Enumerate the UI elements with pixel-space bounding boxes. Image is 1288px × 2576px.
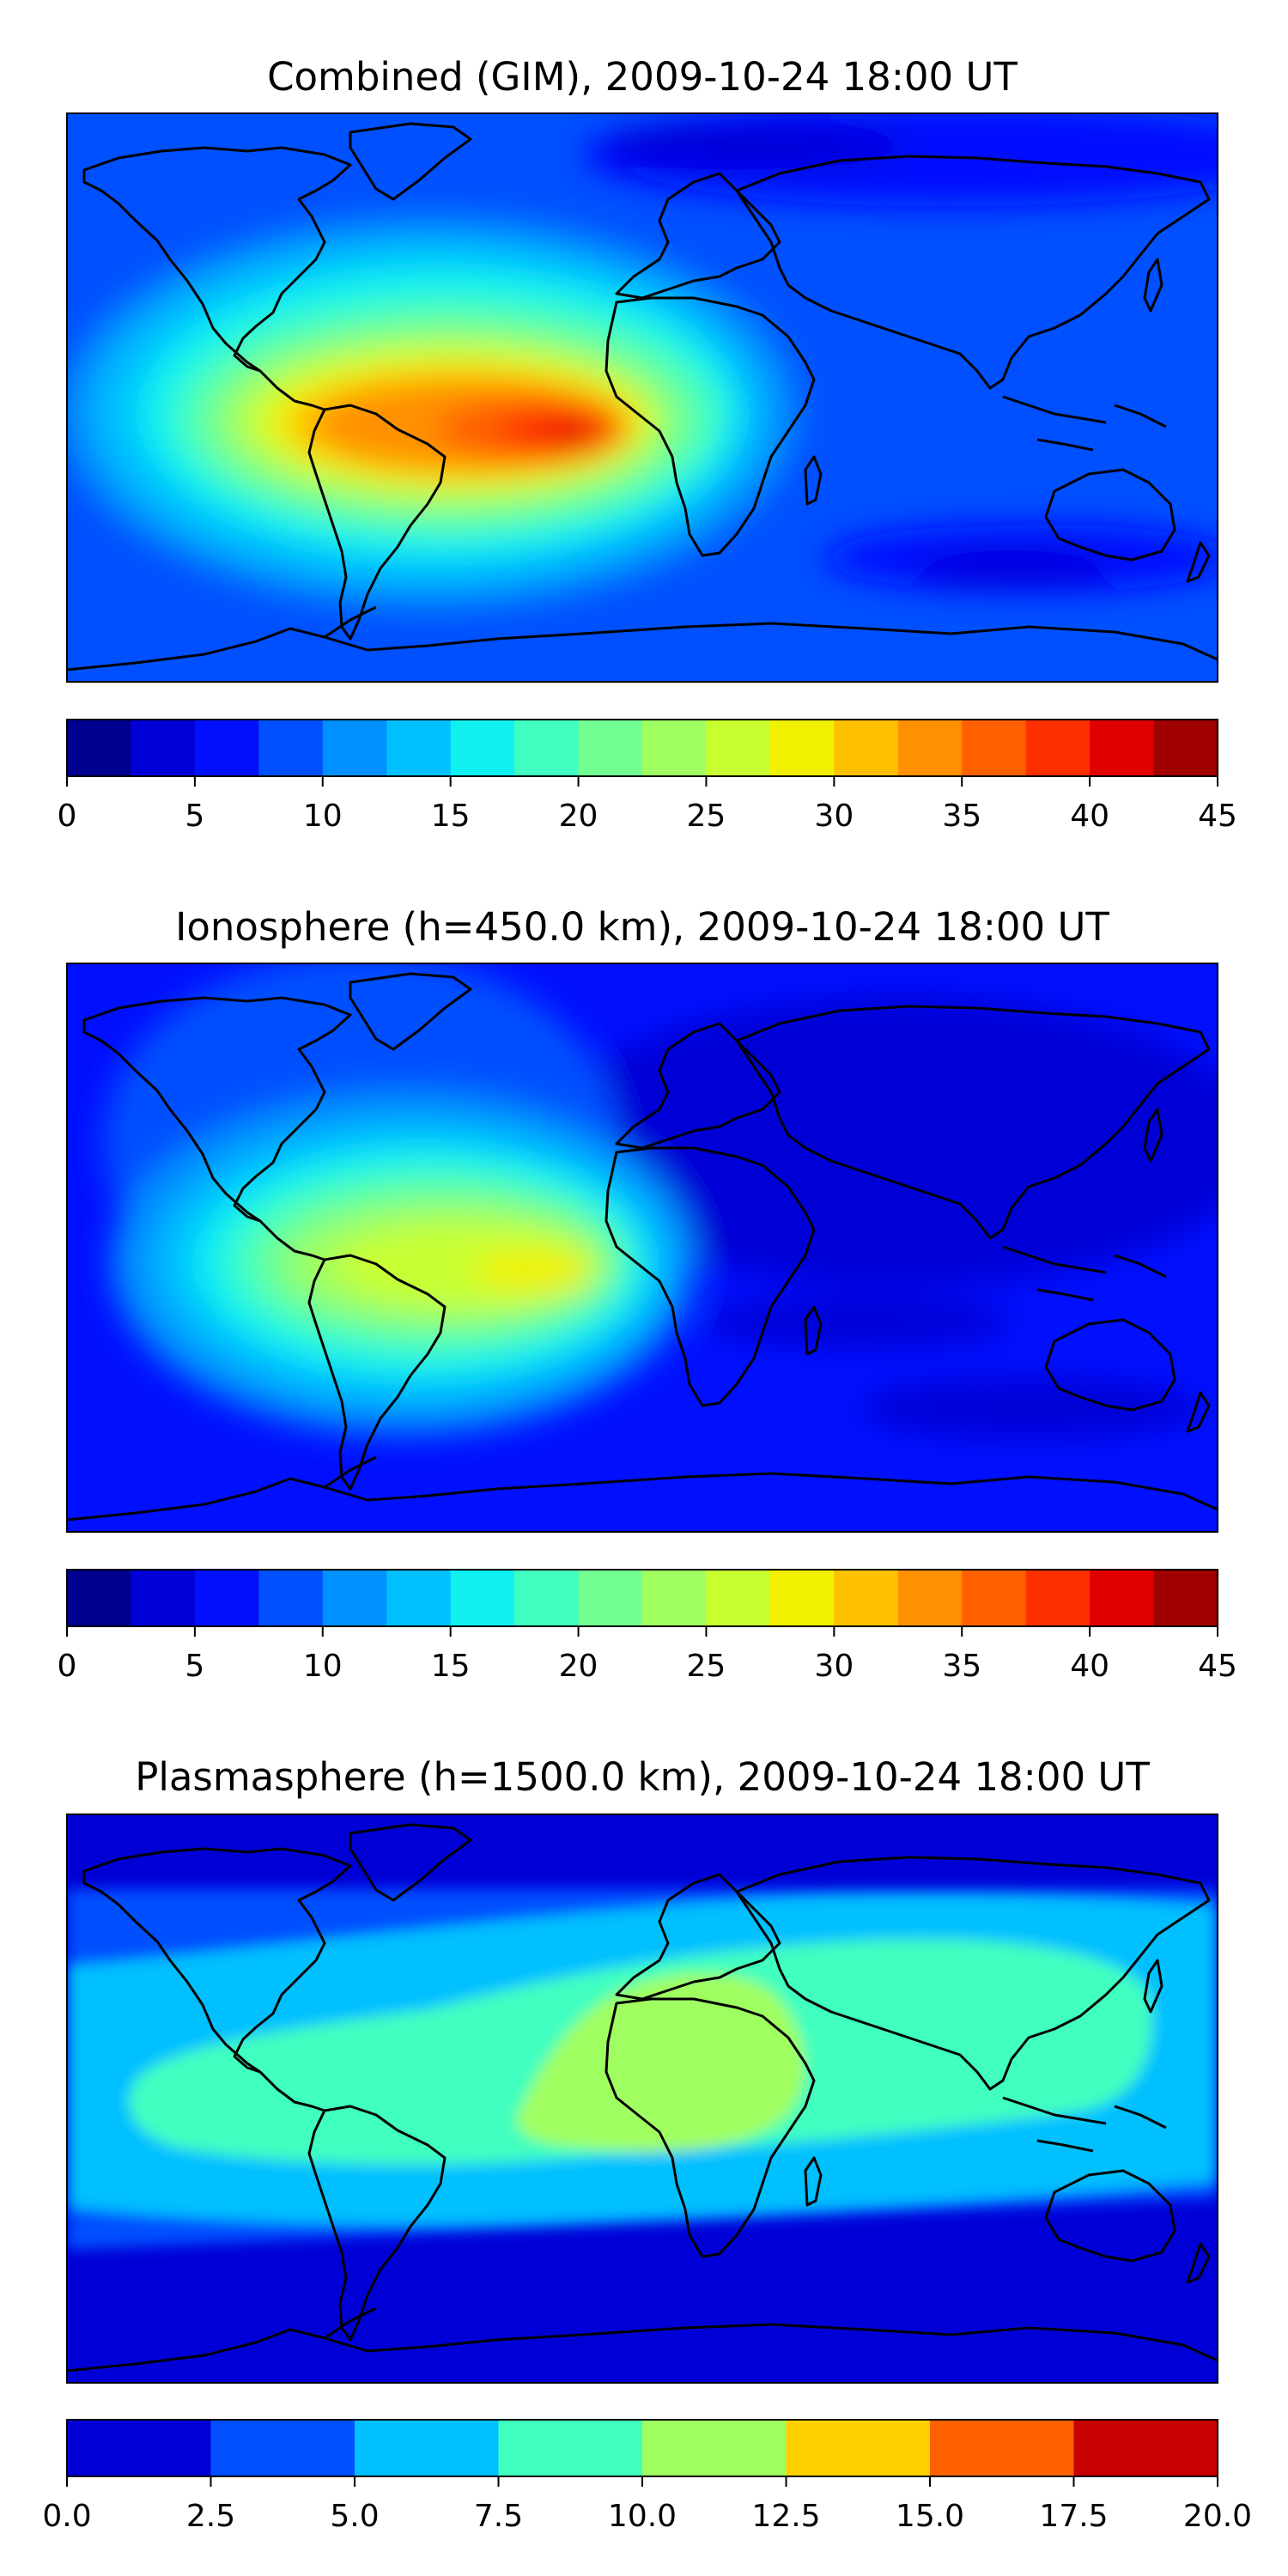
colorbar-tick-label: 20 bbox=[559, 799, 598, 834]
colorbar-segment bbox=[67, 1570, 131, 1626]
colorbar-segment bbox=[498, 2420, 643, 2476]
colorbar-segment bbox=[322, 1570, 387, 1626]
colorbar-combined: 0 5 10 15 20 25 30 35 40 45 bbox=[58, 719, 1237, 834]
colorbar-tick-label: 5.0 bbox=[330, 2499, 379, 2534]
colorbar-segment bbox=[131, 720, 196, 776]
colorbar-segment bbox=[1025, 1570, 1091, 1626]
colorbar-tick-label: 15 bbox=[431, 799, 471, 834]
colorbar-segment bbox=[1073, 2420, 1218, 2476]
colorbar-segment bbox=[194, 1570, 259, 1626]
colorbar-segment bbox=[514, 720, 580, 776]
colorbar-tick-label: 5 bbox=[185, 799, 204, 834]
map-panel-plasmasphere bbox=[67, 1814, 1218, 2383]
colorbar-segment bbox=[834, 1570, 899, 1626]
map-panel-ionosphere bbox=[67, 963, 1218, 1532]
colorbar-tick-label: 15 bbox=[431, 1649, 471, 1684]
colorbar-segment bbox=[930, 2420, 1074, 2476]
colorbar-segment bbox=[450, 1570, 515, 1626]
colorbar-segment bbox=[962, 720, 1027, 776]
colorbar-frame bbox=[66, 719, 1218, 777]
colorbar-segment bbox=[897, 1570, 963, 1626]
colorbar-tick-label: 30 bbox=[814, 799, 854, 834]
colorbar-segment bbox=[706, 1570, 771, 1626]
colorbar-segment bbox=[1090, 720, 1155, 776]
colorbar-segment bbox=[786, 2420, 931, 2476]
colorbar-segment bbox=[514, 1570, 580, 1626]
colorbar-segment bbox=[1153, 1570, 1218, 1626]
map-frame bbox=[66, 1814, 1218, 2384]
colorbar-tick-label: 2.5 bbox=[186, 2499, 235, 2534]
panel-title-plasmasphere: Plasmasphere (h=1500.0 km), 2009-10-24 1… bbox=[135, 1754, 1150, 1800]
colorbar-segment bbox=[642, 1570, 707, 1626]
colorbar-segment bbox=[642, 720, 707, 776]
panel-title-ionosphere: Ionosphere (h=450.0 km), 2009-10-24 18:0… bbox=[175, 904, 1109, 950]
map-frame bbox=[66, 963, 1218, 1533]
field-contours bbox=[103, 963, 1218, 1439]
colorbar-ionosphere: 0 5 10 15 20 25 30 35 40 45 bbox=[58, 1569, 1237, 1684]
colorbar-segment bbox=[1090, 1570, 1155, 1626]
colorbar-segment bbox=[258, 720, 324, 776]
colorbar-segment bbox=[67, 2420, 211, 2476]
colorbar-segment bbox=[210, 2420, 355, 2476]
colorbar-segment bbox=[897, 720, 963, 776]
colorbar-segment bbox=[355, 2420, 499, 2476]
colorbar-tick-label: 10 bbox=[303, 799, 343, 834]
panel-title-combined: Combined (GIM), 2009-10-24 18:00 UT bbox=[267, 54, 1018, 100]
colorbar-segment bbox=[578, 1570, 643, 1626]
colorbar-segment bbox=[1153, 720, 1218, 776]
colorbar-segment bbox=[258, 1570, 324, 1626]
colorbar-tick-label: 25 bbox=[687, 1649, 726, 1684]
colorbar-frame bbox=[66, 1569, 1218, 1627]
colorbar-segment bbox=[769, 720, 835, 776]
colorbar-tick-label: 20 bbox=[559, 1649, 598, 1684]
colorbar-tick-label: 10 bbox=[303, 1649, 343, 1684]
colorbar-tick-label: 17.5 bbox=[1039, 2499, 1108, 2534]
colorbar-tick-label: 35 bbox=[942, 1649, 981, 1684]
colorbar-segment bbox=[642, 2420, 787, 2476]
colorbar-segment bbox=[450, 720, 515, 776]
colorbar-segment bbox=[386, 720, 452, 776]
map-frame bbox=[66, 112, 1218, 683]
field-contours bbox=[67, 1889, 1218, 2250]
colorbar-tick-label: 0.0 bbox=[42, 2499, 91, 2534]
colorbar-segment bbox=[322, 720, 387, 776]
colorbar-tick-label: 40 bbox=[1070, 1649, 1109, 1684]
colorbar-tick-label: 0 bbox=[58, 799, 77, 834]
colorbar-segment bbox=[578, 720, 643, 776]
colorbar-tick-label: 30 bbox=[814, 1649, 854, 1684]
colorbar-segment bbox=[962, 1570, 1027, 1626]
colorbar-segment bbox=[1025, 720, 1091, 776]
map-panel-combined bbox=[67, 113, 1218, 682]
colorbar-segment bbox=[194, 720, 259, 776]
colorbar-tick-label: 0 bbox=[58, 1649, 77, 1684]
colorbar-tick-label: 7.5 bbox=[474, 2499, 523, 2534]
colorbar-tick-label: 5 bbox=[185, 1649, 204, 1684]
colorbar-segment bbox=[386, 1570, 452, 1626]
colorbar-tick-label: 45 bbox=[1198, 799, 1237, 834]
colorbar-segment bbox=[769, 1570, 835, 1626]
field-contours bbox=[67, 113, 1218, 610]
colorbar-segment bbox=[834, 720, 899, 776]
colorbar-tick-label: 40 bbox=[1070, 799, 1109, 834]
colorbar-segment bbox=[131, 1570, 196, 1626]
colorbar-tick-label: 35 bbox=[942, 799, 981, 834]
colorbar-segment bbox=[67, 720, 131, 776]
colorbar-segment bbox=[706, 720, 771, 776]
colorbar-tick-label: 45 bbox=[1198, 1649, 1237, 1684]
colorbar-tick-label: 20.0 bbox=[1183, 2499, 1252, 2534]
colorbar-tick-label: 12.5 bbox=[751, 2499, 820, 2534]
colorbar-tick-label: 10.0 bbox=[608, 2499, 677, 2534]
colorbar-plasmasphere: 0.0 2.5 5.0 7.5 10.0 12.5 15.0 17.5 20.0 bbox=[42, 2419, 1252, 2534]
colorbar-tick-label: 15.0 bbox=[896, 2499, 964, 2534]
colorbar-tick-label: 25 bbox=[687, 799, 726, 834]
